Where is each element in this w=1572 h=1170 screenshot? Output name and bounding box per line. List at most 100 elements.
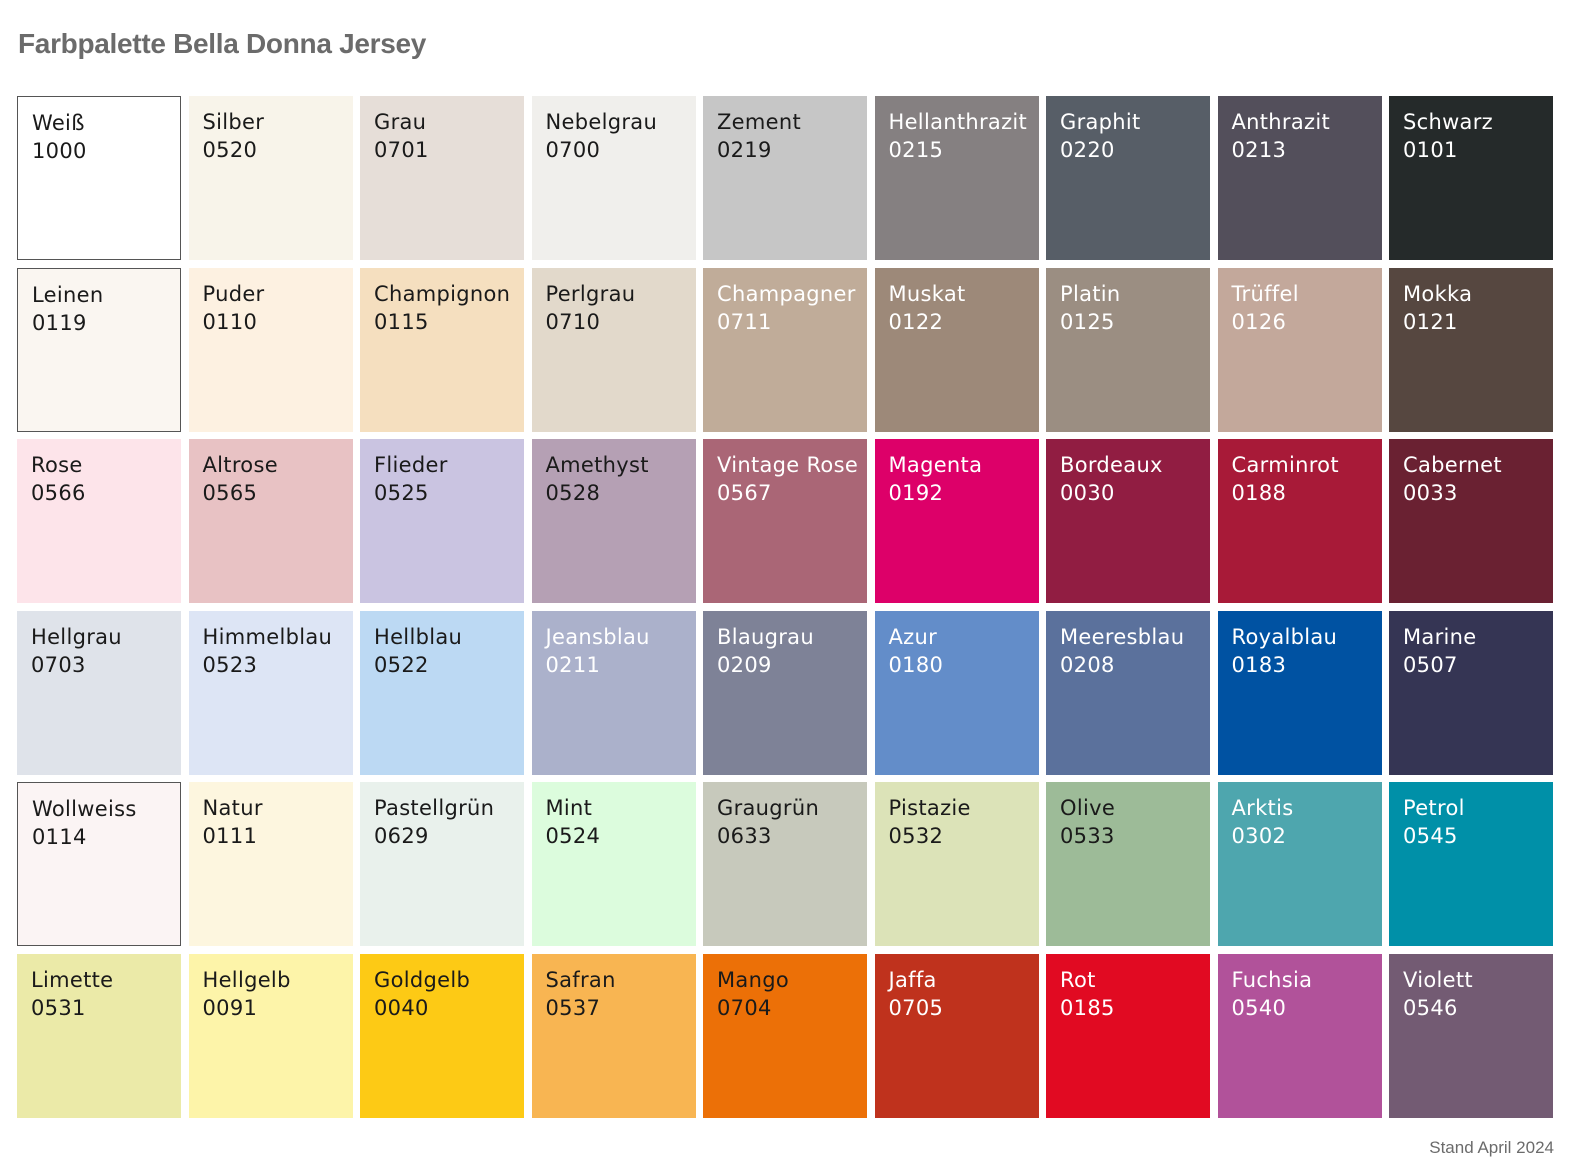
color-swatch: Hellgelb 0091 bbox=[188, 953, 353, 1118]
swatch-name: Flieder bbox=[374, 453, 448, 478]
swatch-code: 0633 bbox=[717, 824, 772, 849]
color-swatch: Goldgelb 0040 bbox=[360, 953, 524, 1118]
swatch-name: Goldgelb bbox=[374, 967, 471, 992]
swatch-name: Mint bbox=[545, 796, 593, 821]
swatch-name: Hellgelb bbox=[202, 967, 291, 992]
swatch-code: 0219 bbox=[717, 138, 772, 162]
swatch-name: Pistazie bbox=[888, 796, 971, 821]
color-swatch: Silber 0520 bbox=[188, 96, 353, 260]
swatch-code: 0220 bbox=[1060, 138, 1115, 162]
color-swatch: Magenta 0192 bbox=[874, 439, 1039, 604]
color-swatch: Royalblau 0183 bbox=[1217, 610, 1382, 775]
swatch-code: 0119 bbox=[32, 310, 87, 335]
color-swatch: Olive 0533 bbox=[1046, 782, 1210, 947]
swatch-name: Fuchsia bbox=[1231, 967, 1313, 992]
swatch-code: 0700 bbox=[545, 138, 601, 162]
swatch-name: Champagner bbox=[717, 281, 856, 306]
swatch-code: 0030 bbox=[1060, 481, 1115, 506]
swatch-name: Leinen bbox=[32, 282, 104, 307]
swatch-name: Hellgrau bbox=[31, 624, 122, 649]
color-swatch: Violett 0546 bbox=[1389, 953, 1553, 1118]
swatch-code: 0209 bbox=[717, 652, 772, 677]
swatch-name: Zement bbox=[717, 110, 802, 134]
swatch-name: Petrol bbox=[1403, 796, 1465, 821]
color-swatch: Arktis 0302 bbox=[1217, 782, 1382, 947]
swatch-name: Altrose bbox=[202, 453, 278, 478]
color-swatch: Hellgrau 0703 bbox=[17, 610, 181, 775]
swatch-code: 0524 bbox=[545, 824, 601, 849]
swatch-name: Rot bbox=[1060, 967, 1096, 992]
swatch-name: Schwarz bbox=[1403, 110, 1493, 134]
color-swatch: Mokka 0121 bbox=[1389, 267, 1553, 432]
color-swatch: Bordeaux 0030 bbox=[1046, 439, 1210, 604]
swatch-name: Safran bbox=[545, 967, 616, 992]
swatch-code: 0101 bbox=[1403, 138, 1458, 162]
color-swatch: Flieder 0525 bbox=[360, 439, 524, 604]
swatch-code: 0703 bbox=[31, 652, 86, 677]
color-swatch: Pistazie 0532 bbox=[874, 782, 1039, 947]
swatch-code: 0507 bbox=[1403, 652, 1458, 677]
swatch-code: 0302 bbox=[1231, 824, 1287, 849]
color-swatch: Leinen 0119 bbox=[17, 267, 181, 432]
swatch-name: Rose bbox=[31, 453, 83, 478]
swatch-name: Nebelgrau bbox=[545, 110, 658, 134]
swatch-code: 0533 bbox=[1060, 824, 1115, 849]
color-swatch: Mango 0704 bbox=[703, 953, 867, 1118]
swatch-code: 0185 bbox=[1060, 995, 1115, 1020]
swatch-code: 0704 bbox=[717, 995, 772, 1020]
swatch-name: Mango bbox=[717, 967, 789, 992]
swatch-name: Blaugrau bbox=[717, 624, 814, 649]
swatch-name: Platin bbox=[1060, 281, 1121, 306]
color-swatch: Rot 0185 bbox=[1046, 953, 1210, 1118]
swatch-name: Graphit bbox=[1060, 110, 1141, 134]
swatch-code: 0033 bbox=[1403, 481, 1458, 506]
swatch-name: Cabernet bbox=[1403, 453, 1502, 478]
swatch-code: 0125 bbox=[1060, 309, 1115, 334]
swatch-code: 0546 bbox=[1403, 995, 1458, 1020]
swatch-name: Violett bbox=[1403, 967, 1473, 992]
color-swatch: Muskat 0122 bbox=[874, 267, 1039, 432]
swatch-name: Jaffa bbox=[888, 967, 937, 992]
swatch-name: Natur bbox=[202, 796, 263, 821]
color-swatch: Graugrün 0633 bbox=[703, 782, 867, 947]
swatch-name: Olive bbox=[1060, 796, 1116, 821]
swatch-name: Arktis bbox=[1231, 796, 1294, 821]
color-swatch: Hellblau 0522 bbox=[360, 610, 524, 775]
color-swatch: Blaugrau 0209 bbox=[703, 610, 867, 775]
swatch-name: Meeresblau bbox=[1060, 624, 1185, 649]
page-title: Farbpalette Bella Donna Jersey bbox=[18, 28, 427, 59]
swatch-code: 0114 bbox=[32, 825, 87, 850]
swatch-code: 0531 bbox=[31, 995, 86, 1020]
swatch-name: Muskat bbox=[888, 281, 966, 306]
swatch-code: 0710 bbox=[545, 309, 601, 334]
swatch-code: 0522 bbox=[374, 652, 429, 677]
swatch-code: 0701 bbox=[374, 138, 429, 162]
swatch-code: 0532 bbox=[888, 824, 944, 849]
swatch-code: 1000 bbox=[32, 139, 87, 163]
color-swatch: Fuchsia 0540 bbox=[1217, 953, 1382, 1118]
swatch-name: Royalblau bbox=[1231, 624, 1338, 649]
color-swatch: Rose 0566 bbox=[17, 439, 181, 604]
swatch-code: 0537 bbox=[545, 995, 601, 1020]
swatch-code: 0705 bbox=[888, 995, 944, 1020]
swatch-name: Silber bbox=[202, 110, 265, 134]
color-swatch: Wollweiss 0114 bbox=[17, 782, 181, 947]
swatch-name: Limette bbox=[31, 967, 114, 992]
swatch-code: 0192 bbox=[888, 481, 944, 506]
color-swatch: Jaffa 0705 bbox=[874, 953, 1039, 1118]
swatch-name: Pastellgrün bbox=[374, 796, 495, 821]
color-swatch: Jeansblau 0211 bbox=[531, 610, 696, 775]
color-swatch: Graphit 0220 bbox=[1046, 96, 1210, 260]
swatch-name: Magenta bbox=[888, 453, 983, 478]
swatch-code: 0567 bbox=[717, 481, 772, 506]
color-swatch: Mint 0524 bbox=[531, 782, 696, 947]
swatch-name: Graugrün bbox=[717, 796, 820, 821]
swatch-name: Wollweiss bbox=[32, 797, 137, 822]
swatch-name: Hellanthrazit bbox=[888, 110, 1028, 134]
color-swatch: Meeresblau 0208 bbox=[1046, 610, 1210, 775]
swatch-name: Himmelblau bbox=[202, 624, 333, 649]
swatch-code: 0126 bbox=[1231, 309, 1287, 334]
color-swatch: Cabernet 0033 bbox=[1389, 439, 1553, 604]
swatch-code: 0540 bbox=[1231, 995, 1287, 1020]
color-swatch: Marine 0507 bbox=[1389, 610, 1553, 775]
